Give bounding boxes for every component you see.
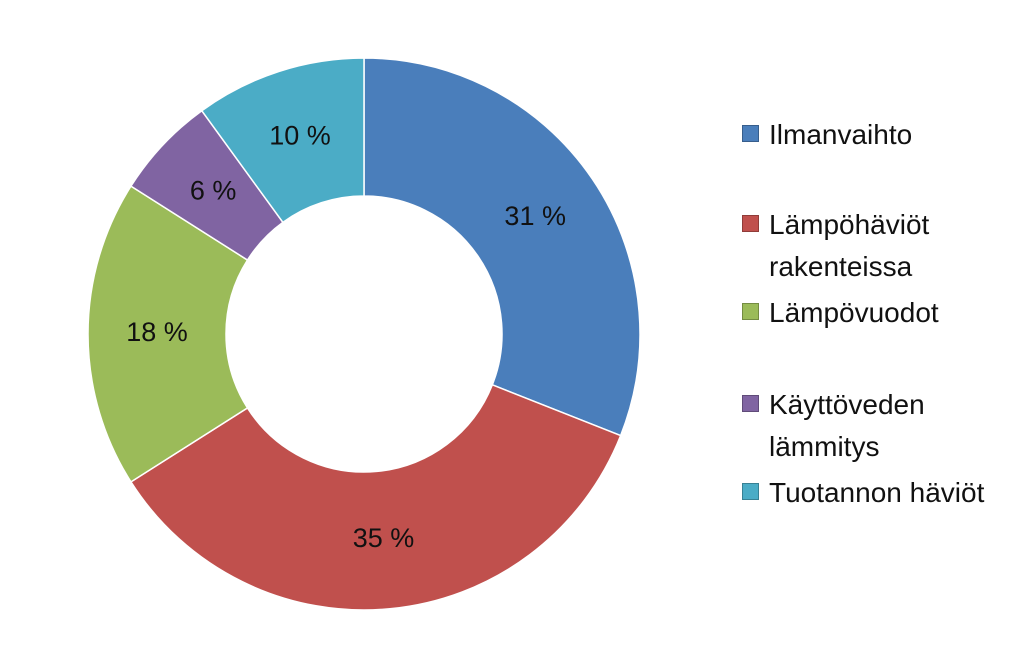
legend-label: Ilmanvaihto [769,119,913,150]
legend-swatch [742,125,759,142]
legend-swatch [742,483,759,500]
data-label: 6 % [190,175,237,205]
data-label: 18 % [126,317,188,347]
legend-swatch [742,215,759,232]
legend-label: Tuotannon häviöt [769,477,985,508]
legend-item: Ilmanvaihto [742,114,1004,156]
data-label: 35 % [353,523,415,553]
legend-label: Käyttöveden lämmitys [769,389,925,462]
legend-item: Tuotannon häviöt [742,472,1004,514]
legend-item: Käyttöveden lämmitys [742,384,1004,468]
legend-label: Lämpöhäviöt rakenteissa [769,209,930,282]
legend-item: Lämpöhäviöt rakenteissa [742,204,1004,288]
donut-slice [129,383,622,611]
donut-slice [200,57,365,224]
donut-slice [87,185,249,483]
data-label: 10 % [269,120,331,150]
donut-slice [363,57,641,437]
legend-label: Lämpövuodot [769,297,939,328]
legend-swatch [742,395,759,412]
data-label: 31 % [504,201,566,231]
legend-item: Lämpövuodot [742,292,1004,334]
legend-swatch [742,303,759,320]
